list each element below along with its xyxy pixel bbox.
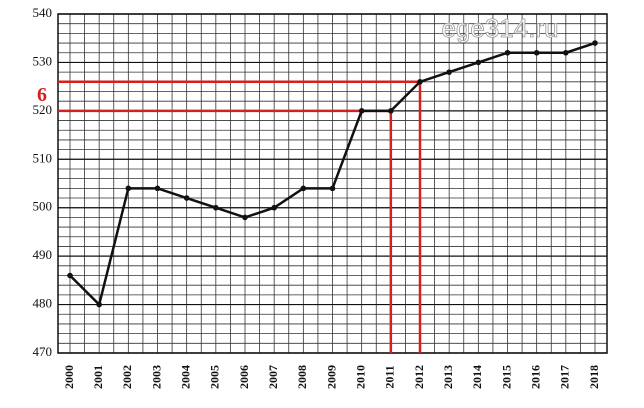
x-tick-label: 2001 xyxy=(91,365,105,389)
y-tick-label: 500 xyxy=(33,199,53,214)
x-tick-label: 2009 xyxy=(324,365,338,389)
data-point xyxy=(388,108,394,114)
x-tick-label: 2013 xyxy=(441,365,455,389)
data-point xyxy=(533,49,540,56)
x-tick-label: 2011 xyxy=(383,365,397,388)
data-point xyxy=(504,49,511,56)
x-tick-label: 2008 xyxy=(295,365,309,389)
y-tick-label: 540 xyxy=(33,5,53,20)
y-tick-label: 510 xyxy=(33,150,53,165)
data-point xyxy=(300,185,307,192)
data-point xyxy=(242,214,248,221)
data-point xyxy=(563,49,569,56)
annotation: 6 xyxy=(37,84,47,106)
x-tick-label: 2006 xyxy=(237,365,251,389)
y-tick-label: 470 xyxy=(33,344,53,359)
data-point xyxy=(213,204,219,211)
data-point xyxy=(183,195,190,201)
plot-frame xyxy=(57,13,608,354)
x-tick-label: 2015 xyxy=(499,365,513,389)
data-point xyxy=(358,108,365,114)
data-point xyxy=(271,204,277,211)
x-tick-label: 2004 xyxy=(178,365,192,389)
data-point xyxy=(592,40,598,46)
data-point xyxy=(446,69,452,75)
x-tick-label: 2002 xyxy=(120,365,134,389)
x-tick-label: 2007 xyxy=(266,365,280,389)
data-point xyxy=(329,185,336,192)
data-point xyxy=(96,301,102,308)
watermark: ege314.ru xyxy=(441,13,558,43)
reference-line xyxy=(58,109,393,353)
x-tick-label: 2018 xyxy=(587,365,601,389)
data-point xyxy=(417,79,423,85)
x-tick-label: 2014 xyxy=(470,365,484,389)
data-point xyxy=(154,185,161,192)
x-tick-label: 2000 xyxy=(62,365,76,389)
data-point xyxy=(125,185,132,192)
y-tick-label: 520 xyxy=(33,102,53,117)
x-tick-label: 2003 xyxy=(149,365,163,389)
x-tick-label: 2016 xyxy=(528,365,542,389)
y-tick-label: 530 xyxy=(33,53,53,68)
x-tick-label: 2012 xyxy=(412,365,426,389)
data-point xyxy=(67,272,73,279)
x-tick-label: 2010 xyxy=(353,365,367,389)
x-tick-label: 2017 xyxy=(558,365,572,389)
y-tick-label: 480 xyxy=(33,296,53,311)
y-tick-label: 490 xyxy=(33,247,53,262)
data-point xyxy=(475,59,482,66)
x-tick-label: 2005 xyxy=(208,365,222,389)
